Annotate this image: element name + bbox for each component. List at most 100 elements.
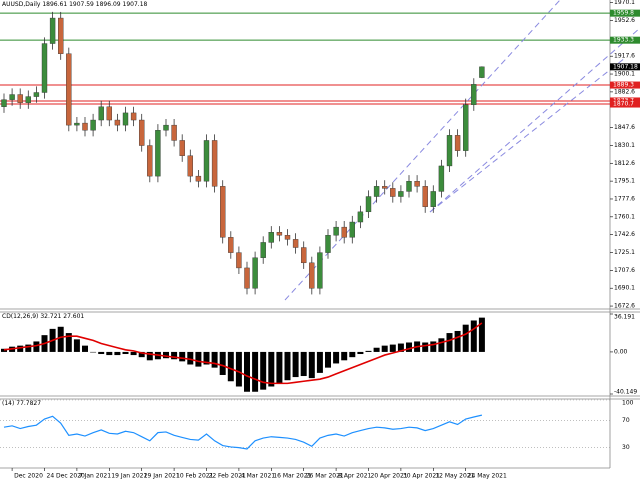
x-tick-label: 26 Mar 2021 — [306, 473, 344, 480]
candle-body — [114, 119, 121, 126]
macd-bar — [470, 320, 477, 352]
macd-bar — [308, 351, 315, 379]
last-price-box — [610, 63, 640, 71]
macd-bar — [284, 351, 291, 381]
macd-bar — [438, 338, 445, 352]
macd-tick-label: 0.00 — [614, 348, 628, 355]
macd-bar — [138, 351, 145, 358]
y-tick-label: 1707.6 — [614, 267, 635, 274]
level-box — [610, 36, 640, 44]
rsi-value: 77.7827 — [16, 400, 41, 407]
last-open: 1896.61 — [42, 1, 67, 8]
candle-body — [398, 191, 404, 197]
x-tick-label: 12 May 2021 — [435, 473, 474, 480]
x-tick-label: 8 Apr 2021 — [338, 473, 371, 480]
y-tick-label: 1795.1 — [614, 178, 635, 185]
candle-body — [122, 112, 129, 126]
candle-body — [33, 92, 40, 97]
macd-bar — [349, 351, 356, 358]
last-high: 1907.59 — [69, 1, 94, 8]
candle-body — [187, 155, 194, 177]
candle-body — [422, 186, 428, 207]
macd-bar — [341, 351, 348, 361]
macd-bar — [446, 333, 453, 352]
candle-body — [211, 140, 218, 187]
candle-body — [325, 235, 331, 253]
candle-body — [406, 181, 412, 192]
trend-line — [429, 27, 640, 213]
candle-body — [25, 96, 31, 103]
macd-bar — [244, 351, 250, 392]
x-tick-label: 22 Feb 2021 — [209, 473, 247, 480]
candle-body — [260, 242, 266, 258]
macd-bar — [98, 351, 105, 355]
macd-bar — [122, 351, 129, 355]
x-tick-label: 7 Jan 2021 — [79, 473, 111, 480]
candle-body — [430, 191, 436, 207]
macd-bar — [389, 344, 396, 352]
level-box — [610, 100, 640, 108]
y-tick-label: 1812.6 — [614, 160, 635, 167]
candle-body — [463, 104, 469, 151]
macd-bar — [1, 348, 7, 352]
rsi-name: (14) — [2, 400, 14, 407]
trend-line — [429, 57, 626, 213]
y-tick-label: 1847.6 — [614, 124, 635, 131]
candle-body — [414, 181, 420, 187]
macd-bar — [268, 351, 275, 387]
macd-bar — [381, 345, 388, 352]
macd-bar — [130, 351, 137, 356]
macd-bar — [373, 347, 380, 352]
macd-tick-label: -40.149 — [614, 389, 637, 396]
candle-body — [349, 221, 355, 238]
candle-body — [41, 43, 48, 93]
candle-body — [58, 17, 64, 54]
candle-body — [252, 257, 258, 289]
candle-body — [454, 135, 461, 151]
y-tick-label: 1952.6 — [614, 17, 635, 24]
macd-bar — [478, 317, 485, 352]
candle-body — [171, 124, 177, 141]
macd-bar — [187, 351, 194, 365]
level-label: 1870.7 — [613, 101, 634, 108]
trend-lines — [284, 0, 640, 301]
y-tick-label: 1760.1 — [614, 213, 635, 220]
rsi-tick-label: 70 — [622, 417, 630, 424]
symbol: AUUSD,Daily — [2, 1, 41, 8]
y-tick-label: 1742.6 — [614, 231, 635, 238]
candle-body — [317, 252, 323, 289]
y-tick-label: 1672.6 — [614, 303, 635, 310]
macd-bar — [235, 351, 242, 387]
macd-bar — [211, 351, 218, 368]
candle-body — [390, 188, 396, 197]
x-tick-label: 24 May 2021 — [468, 473, 507, 480]
level-box — [610, 81, 640, 89]
x-tick-label: 24 Dec 2020 — [47, 473, 86, 480]
rsi-tick-label: 30 — [622, 444, 630, 451]
macd-bar — [33, 341, 40, 352]
candle-body — [284, 235, 291, 240]
candle-body — [130, 112, 137, 121]
y-tick-label: 1725.1 — [614, 249, 635, 256]
candle-body — [155, 130, 161, 177]
candle-body — [9, 94, 15, 100]
macd-bar — [357, 351, 364, 355]
candle-body — [357, 211, 364, 223]
macd-bar — [179, 351, 186, 362]
y-tick-label: 1970.1 — [614, 0, 635, 6]
candle-body — [446, 135, 453, 167]
macd-bar — [25, 344, 32, 352]
macd-bar — [73, 339, 80, 352]
candle-body — [244, 267, 250, 289]
rsi-line — [3, 414, 483, 450]
macd-bar — [276, 351, 283, 384]
macd-bar — [171, 351, 178, 360]
x-tick-label: 29 Jan 2021 — [144, 473, 180, 480]
macd-bar — [195, 351, 202, 367]
trend-line — [284, 0, 561, 301]
candle-body — [82, 122, 88, 131]
y-tick-label: 1882.6 — [614, 88, 635, 95]
macd-bar — [406, 342, 412, 352]
macd-bar — [227, 351, 234, 382]
